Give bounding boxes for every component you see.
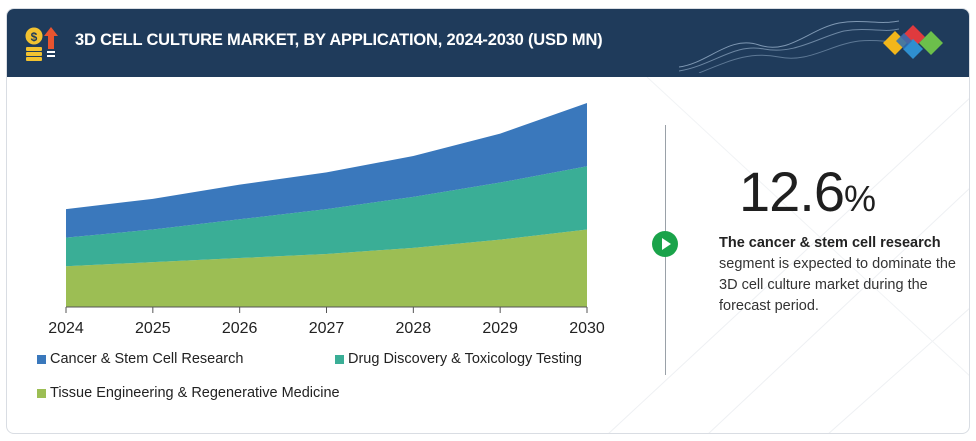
legend-item: Tissue Engineering & Regenerative Medici…	[37, 385, 340, 401]
x-tick-label: 2026	[222, 320, 258, 337]
cagr-unit: %	[844, 178, 877, 219]
legend-swatch	[335, 354, 344, 364]
background-lines	[608, 77, 969, 433]
highlight-description: The cancer & stem cell research segment …	[719, 233, 959, 317]
money-growth-icon: $	[24, 26, 58, 61]
area-series-0	[66, 229, 587, 307]
legend-label: Tissue Engineering & Regenerative Medici…	[50, 385, 340, 401]
cagr-value: 12.6	[739, 160, 845, 223]
brand-logo	[883, 25, 943, 59]
description-rest: segment is expected to dominate the 3D c…	[719, 256, 956, 314]
cagr-stat: 12.6%	[739, 159, 876, 224]
market-card: $ 3D CELL CULTURE MARKET, BY APPLICATION…	[6, 8, 970, 434]
play-icon[interactable]	[651, 230, 679, 258]
x-tick-label: 2029	[482, 320, 518, 337]
x-tick-label: 2027	[309, 320, 345, 337]
legend-item: Drug Discovery & Toxicology Testing	[335, 351, 582, 367]
description-bold: The cancer & stem cell research	[719, 235, 941, 251]
area-series-2	[66, 103, 587, 238]
x-tick-label: 2028	[396, 320, 432, 337]
x-tick-label: 2030	[569, 320, 605, 337]
header-bar: $ 3D CELL CULTURE MARKET, BY APPLICATION…	[7, 9, 969, 77]
legend-label: Drug Discovery & Toxicology Testing	[348, 351, 582, 367]
legend-label: Cancer & Stem Cell Research	[50, 351, 244, 367]
legend-item: Cancer & Stem Cell Research	[37, 351, 243, 367]
x-tick-label: 2024	[48, 320, 84, 337]
legend-swatch	[37, 388, 46, 398]
area-series-1	[66, 166, 587, 267]
stacked-area-chart: 2024 2025 2026 2027 2028 2029 2030	[48, 103, 605, 337]
svg-text:$: $	[31, 30, 38, 44]
legend-swatch	[37, 354, 46, 364]
x-tick-label: 2025	[135, 320, 171, 337]
decorative-wave	[679, 20, 899, 73]
page-title: 3D CELL CULTURE MARKET, BY APPLICATION, …	[75, 31, 603, 49]
